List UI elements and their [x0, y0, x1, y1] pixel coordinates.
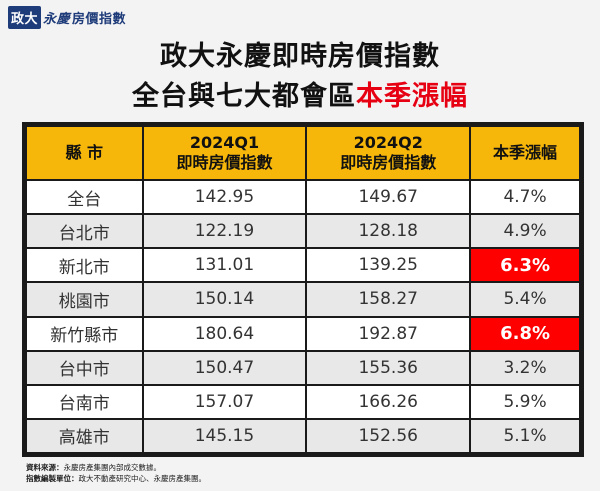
- table-header-cell: 縣 市: [27, 127, 142, 179]
- table-row: 新竹縣市 180.64 192.87 6.8%: [27, 317, 579, 350]
- page-subtitle: 全台與七大都會區本季漲幅: [0, 74, 600, 113]
- cell-change: 5.1%: [471, 419, 579, 452]
- cell-q1-index: 131.01: [143, 249, 306, 282]
- footer-maker: 指數編製單位：政大不動產研究中心、永慶房產集團。: [26, 473, 206, 484]
- cell-q2-index: 149.67: [307, 181, 470, 214]
- cell-q1-index: 180.64: [143, 317, 306, 350]
- header-line-2: 即時房價指數: [176, 153, 273, 172]
- table-row: 台中市 150.47 155.36 3.2%: [27, 351, 579, 384]
- logo: 政大 永慶 房價指數: [8, 5, 138, 29]
- cell-q2-index: 155.36: [307, 351, 470, 384]
- footer-maker-label: 指數編製單位：: [26, 474, 79, 483]
- subtitle-prefix: 全台與七大都會區: [132, 81, 356, 112]
- cell-city: 新竹縣市: [27, 317, 142, 350]
- table-row: 新北市 131.01 139.25 6.3%: [27, 249, 579, 282]
- table-row: 台南市 157.07 166.26 5.9%: [27, 385, 579, 418]
- cell-q2-index: 128.18: [307, 215, 470, 248]
- index-table: 縣 市 2024Q1 即時房價指數 2024Q2 即時房價指數 本季漲幅 全台 142.95…: [25, 125, 581, 454]
- logo-part-2: 永慶: [43, 11, 71, 27]
- footer-source: 資料來源：永慶房產集團內部成交數據。: [26, 462, 206, 473]
- cell-q2-index: 192.87: [307, 317, 470, 350]
- logo-part-3: 房價指數: [72, 11, 127, 27]
- header-line-1: 2024Q2: [353, 133, 423, 152]
- table-header-cell: 本季漲幅: [471, 127, 579, 179]
- footer-source-label: 資料來源：: [26, 463, 64, 472]
- cell-change: 3.2%: [471, 351, 579, 384]
- cell-q1-index: 150.47: [143, 351, 306, 384]
- cell-change: 6.8%: [471, 317, 579, 350]
- table-row: 台北市 122.19 128.18 4.9%: [27, 215, 579, 248]
- cell-q2-index: 139.25: [307, 249, 470, 282]
- header-line-1: 2024Q1: [189, 133, 260, 152]
- cell-q2-index: 158.27: [307, 283, 470, 316]
- cell-city: 台北市: [27, 215, 142, 248]
- header-line-1: 縣 市: [65, 143, 104, 162]
- logo-part-1: 政大: [8, 5, 42, 29]
- cell-q2-index: 152.56: [307, 419, 470, 452]
- cell-change: 5.4%: [471, 283, 579, 316]
- page-title: 政大永慶即時房價指數: [160, 41, 440, 72]
- cell-city: 台中市: [27, 351, 142, 384]
- cell-change: 5.9%: [471, 385, 579, 418]
- header-line-2: 即時房價指數: [340, 153, 437, 172]
- cell-city: 全台: [27, 181, 142, 214]
- cell-q1-index: 157.07: [143, 385, 306, 418]
- footer-source-text: 永慶房產集團內部成交數據。: [63, 463, 162, 472]
- footer-maker-text: 政大不動產研究中心、永慶房產集團。: [78, 474, 207, 483]
- cell-change: 4.7%: [471, 181, 579, 214]
- cell-change: 4.9%: [471, 215, 579, 248]
- cell-q1-index: 150.14: [143, 283, 306, 316]
- subtitle-highlight: 本季漲幅: [356, 81, 468, 112]
- table-row: 桃園市 150.14 158.27 5.4%: [27, 283, 579, 316]
- table-header-row: 縣 市 2024Q1 即時房價指數 2024Q2 即時房價指數 本季漲幅: [27, 127, 579, 179]
- table-header-cell: 2024Q2 即時房價指數: [307, 127, 470, 179]
- cell-q1-index: 122.19: [143, 215, 306, 248]
- cell-change: 6.3%: [471, 249, 579, 282]
- cell-q2-index: 166.26: [307, 385, 470, 418]
- cell-city: 高雄市: [27, 419, 142, 452]
- cell-q1-index: 142.95: [143, 181, 306, 214]
- cell-city: 桃園市: [27, 283, 142, 316]
- table-row: 高雄市 145.15 152.56 5.1%: [27, 419, 579, 452]
- table-header-cell: 2024Q1 即時房價指數: [143, 127, 306, 179]
- cell-city: 新北市: [27, 249, 142, 282]
- index-table-container: 縣 市 2024Q1 即時房價指數 2024Q2 即時房價指數 本季漲幅 全台 142.95…: [22, 122, 584, 457]
- cell-city: 台南市: [27, 385, 142, 418]
- table-row: 全台 142.95 149.67 4.7%: [27, 181, 579, 214]
- table-body: 全台 142.95 149.67 4.7% 台北市 122.19 128.18 4.9% 新北市…: [27, 181, 579, 452]
- cell-q1-index: 145.15: [143, 419, 306, 452]
- footer-notes: 資料來源：永慶房產集團內部成交數據。 指數編製單位：政大不動產研究中心、永慶房產…: [26, 462, 206, 484]
- header-line-1: 本季漲幅: [493, 143, 558, 162]
